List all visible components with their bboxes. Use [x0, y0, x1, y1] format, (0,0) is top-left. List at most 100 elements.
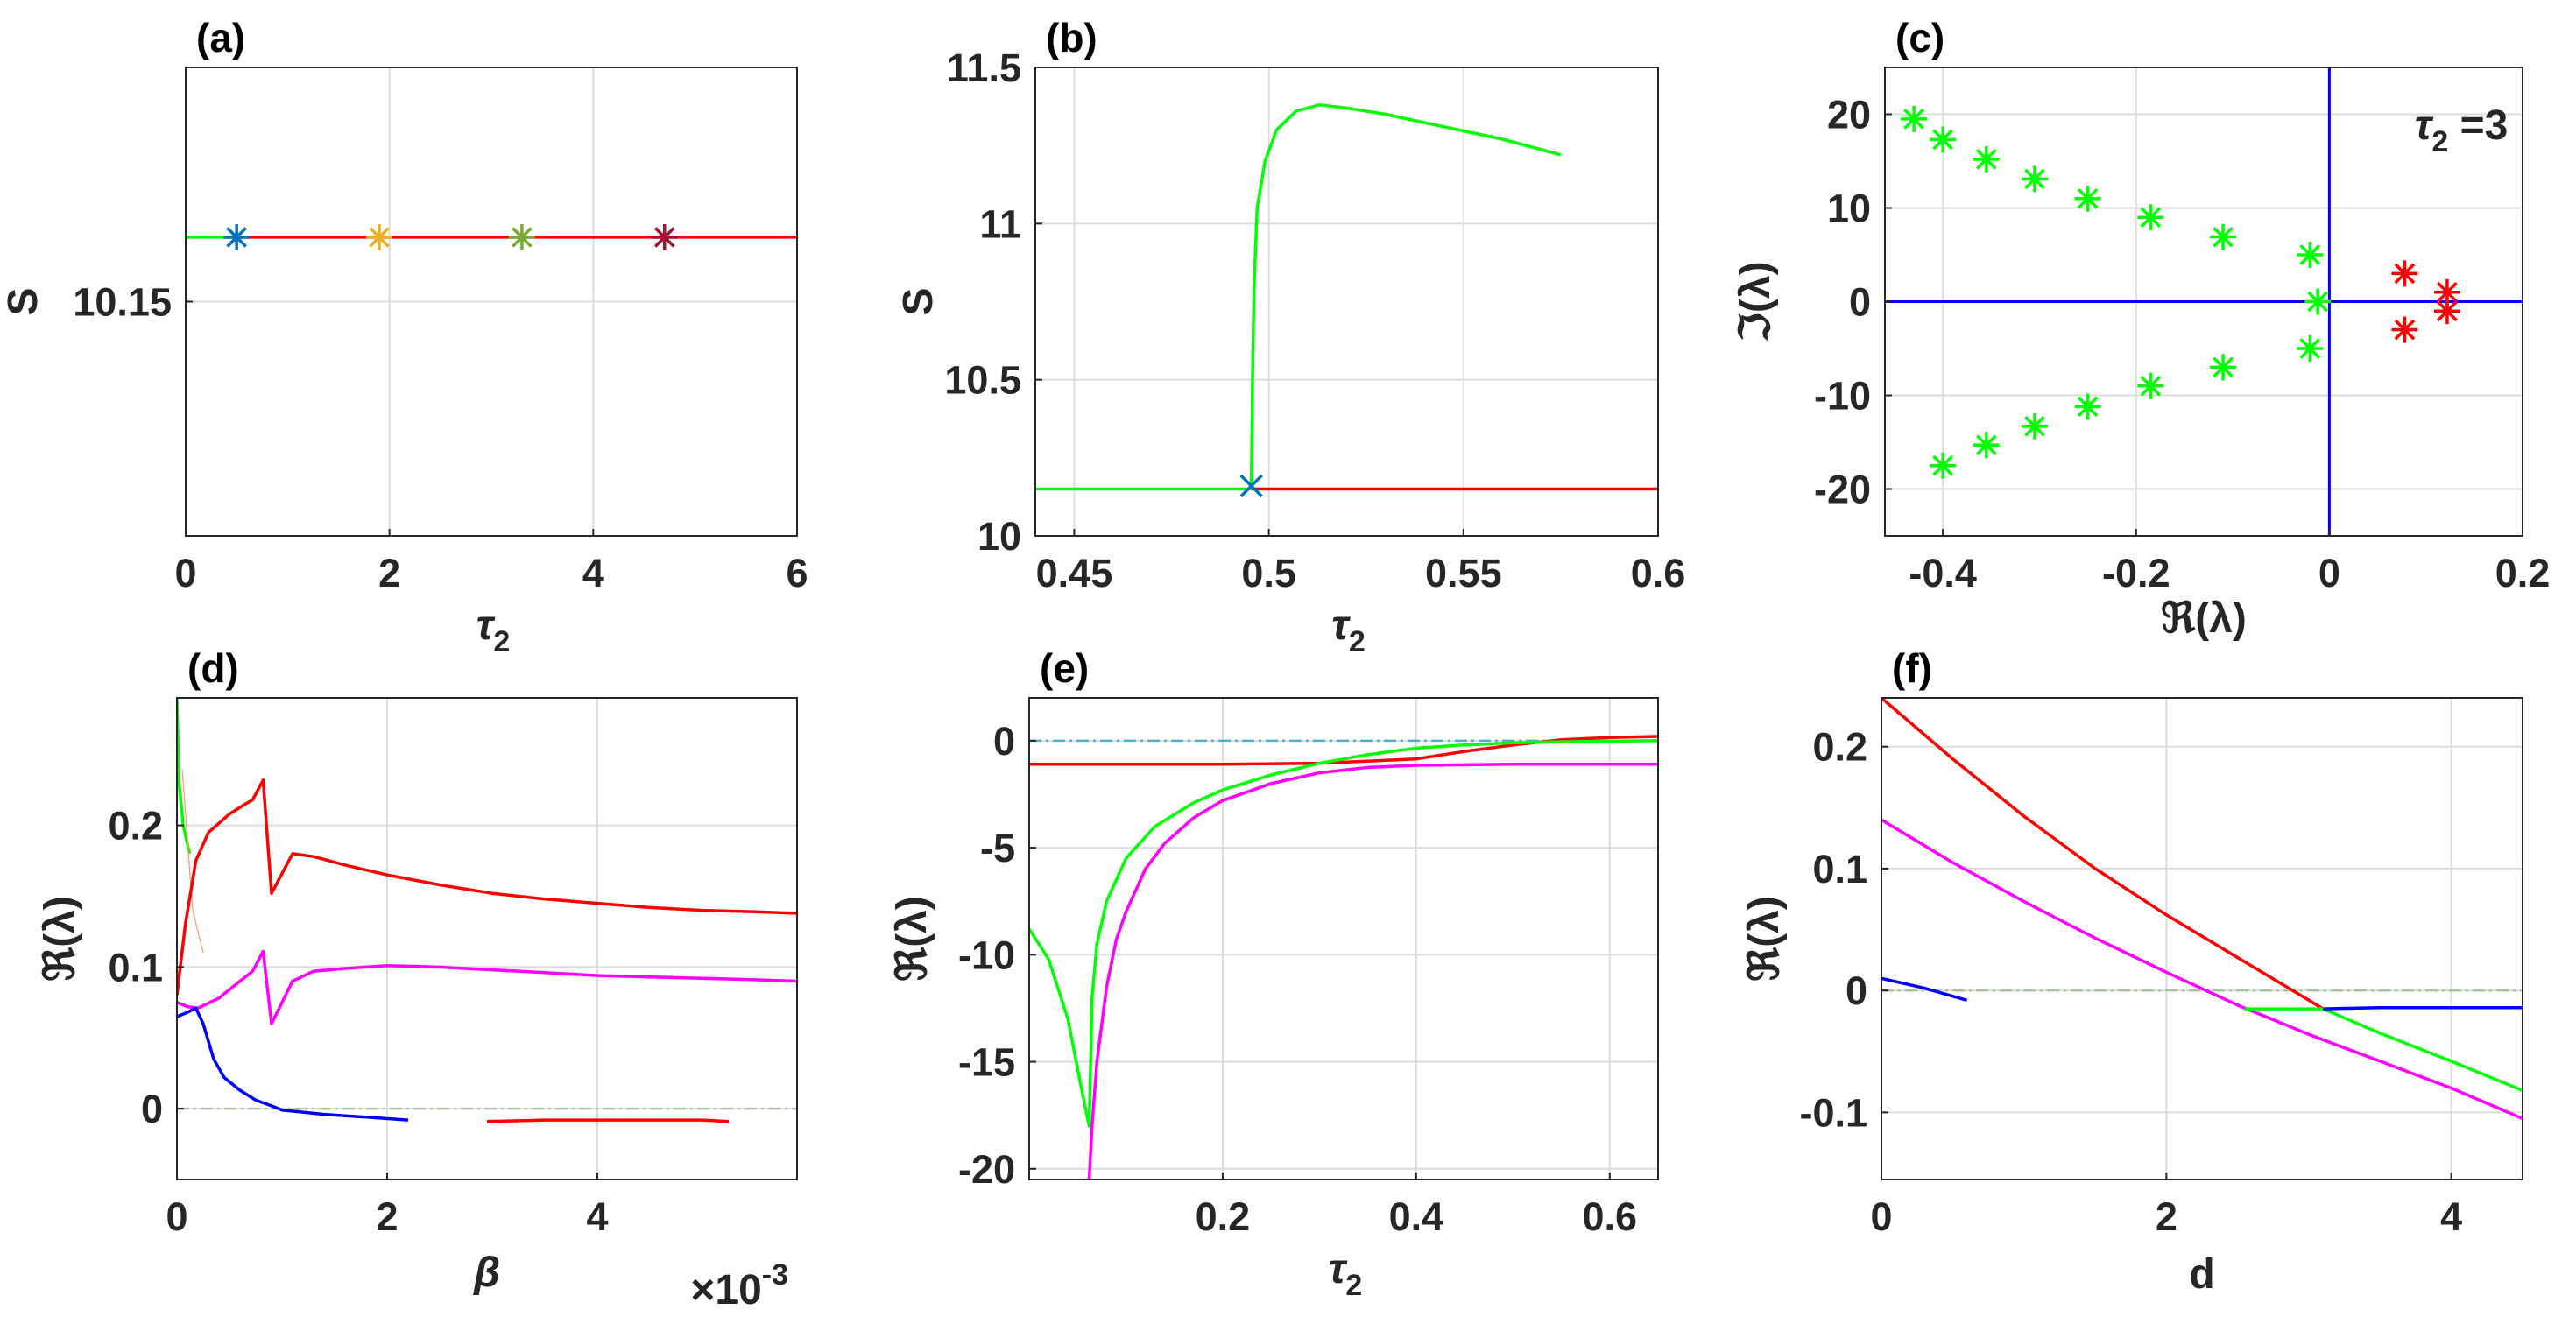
marker-markers-stroke: [226, 227, 248, 248]
y-tick-label: 0: [993, 719, 1015, 764]
marker-markers-stroke: [369, 227, 390, 248]
series-line-periodic-max: [1249, 103, 1562, 489]
panel-label: (b): [1046, 15, 1097, 60]
marker-stable-eigenvalues-stroke: [1932, 454, 1954, 476]
marker-stable-eigenvalues: [2210, 223, 2237, 250]
marker-markers-stroke: [653, 227, 675, 248]
x-tick-label: 2: [378, 551, 400, 595]
panel-d: 0 2 4 0 0.1 0.2 (d) β ℜ(λ) ×10-3: [37, 645, 798, 1313]
y-tick-label: -10: [1814, 374, 1871, 419]
x-axis-label: β: [472, 1250, 500, 1296]
x-axis-exponent: ×10-3: [690, 1258, 788, 1313]
marker-stable-eigenvalues: [2074, 185, 2101, 212]
axes-box: [176, 697, 798, 1180]
x-tick-label: 0.2: [1196, 1194, 1251, 1239]
marker-stable-eigenvalues-stroke: [2299, 244, 2321, 265]
y-tick-label: -0.1: [1799, 1090, 1867, 1135]
marker-markers: [366, 223, 393, 250]
axes-box: [1028, 697, 1659, 1180]
panel-label: (f): [1892, 645, 1932, 691]
x-tick-label: 0: [2318, 551, 2340, 595]
panel-a: 0 2 4 6 10.15 (a) τ2 S: [0, 15, 808, 658]
panel-label: (a): [196, 15, 245, 60]
y-axis-label: ℜ(λ): [1741, 896, 1788, 982]
marker-stable-eigenvalues: [2304, 288, 2332, 315]
x-axis-label: τ2: [1331, 602, 1366, 658]
plot-area: [1035, 67, 1658, 536]
marker-stable-eigenvalues: [2297, 335, 2324, 362]
y-tick-label: -10: [958, 933, 1015, 977]
y-tick-label: 11: [979, 201, 1021, 246]
series-line-red: [1029, 735, 1658, 766]
y-tick-label: 20: [1827, 93, 1871, 137]
series-line-green: [177, 698, 192, 855]
marker-unstable-eigenvalues-stroke: [2394, 263, 2416, 285]
x-axis-label: d: [2189, 1251, 2214, 1298]
marker-stable-eigenvalues-stroke: [2024, 168, 2045, 190]
x-tick-label: 2: [376, 1194, 398, 1239]
x-tick-label: -0.4: [1909, 551, 1977, 595]
marker-stable-eigenvalues-stroke: [2077, 187, 2099, 209]
tau-annotation: τ2 =3: [2415, 102, 2509, 158]
series-group: [1029, 735, 1658, 1180]
marker-stable-eigenvalues-stroke: [2213, 356, 2234, 378]
x-tick-label: 2: [2156, 1194, 2177, 1239]
series-group: [186, 223, 797, 250]
x-tick-label: 0: [166, 1194, 187, 1239]
series-line-blue-start: [1881, 976, 1968, 1002]
y-tick-label: -5: [980, 826, 1015, 870]
y-tick-label: 11.5: [947, 46, 1021, 90]
y-tick-label: 0: [1849, 280, 1871, 325]
series-line-blue-end: [2323, 1005, 2523, 1011]
x-tick-label: 6: [786, 551, 808, 595]
marker-markers: [223, 223, 251, 250]
marker-stable-eigenvalues: [1973, 432, 2000, 459]
series-line-red: [1881, 698, 2325, 1011]
x-tick-label: 0.6: [1582, 1194, 1637, 1239]
marker-stable-eigenvalues: [2297, 242, 2324, 268]
x-axis-label: τ2: [476, 602, 511, 658]
marker-stable-eigenvalues-stroke: [2307, 291, 2329, 313]
y-tick-label: 0.2: [1812, 725, 1867, 770]
marker-stable-eigenvalues: [2074, 393, 2101, 420]
marker-stable-eigenvalues-stroke: [2213, 226, 2234, 248]
marker-unstable-eigenvalues-stroke: [2394, 319, 2416, 341]
x-tick-label: 4: [582, 551, 604, 595]
series-line-orange-thin: [181, 768, 204, 954]
panel-c: -0.4 -0.2 0 0.2 -20 -10 0 10 20 (c) ℜ(λ) ℑ(λ) τ2 =3: [1733, 15, 2550, 642]
marker-markers: [508, 223, 535, 250]
plot-area: [1029, 698, 1658, 1180]
y-axis-label: S: [0, 287, 46, 315]
series-group: [177, 698, 797, 1123]
marker-markers-stroke: [512, 227, 533, 248]
marker-stable-eigenvalues-stroke: [1932, 129, 1954, 151]
marker-markers: [651, 223, 678, 250]
marker-stable-eigenvalues: [2137, 372, 2164, 399]
y-tick-label: 0.2: [108, 804, 163, 849]
x-axis-label: ℜ(λ): [2161, 595, 2247, 642]
series-line-red: [177, 778, 797, 996]
marker-stable-eigenvalues-stroke: [1903, 109, 1924, 130]
plot-area: [1881, 698, 2523, 1180]
marker-stable-eigenvalues: [2137, 204, 2164, 231]
y-tick-label: -15: [958, 1040, 1015, 1085]
marker-stable-eigenvalues: [1930, 126, 1957, 153]
x-tick-label: -0.2: [2102, 551, 2170, 595]
marker-stable-eigenvalues: [1901, 105, 1928, 132]
marker-unstable-eigenvalues-stroke: [2437, 300, 2458, 322]
panel-b: 0.45 0.5 0.55 0.6 10 10.5 11 11.5 (b) τ2 S: [895, 15, 1685, 658]
x-tick-label: 0: [1870, 1194, 1892, 1239]
y-axis-label: ℜ(λ): [889, 896, 935, 982]
marker-stable-eigenvalues-stroke: [2299, 338, 2321, 359]
series-group: [1881, 698, 2523, 1121]
marker-stable-eigenvalues: [2021, 165, 2048, 193]
y-tick-label: 0.1: [1812, 847, 1867, 891]
grid: [1881, 698, 2523, 1180]
y-tick-label: -20: [1814, 468, 1871, 512]
y-tick-label: -20: [958, 1147, 1015, 1192]
marker-hopf-point: [1239, 474, 1263, 498]
x-tick-label: 0: [174, 551, 196, 595]
axes-box: [1881, 697, 2523, 1180]
marker-stable-eigenvalues: [2210, 354, 2237, 381]
